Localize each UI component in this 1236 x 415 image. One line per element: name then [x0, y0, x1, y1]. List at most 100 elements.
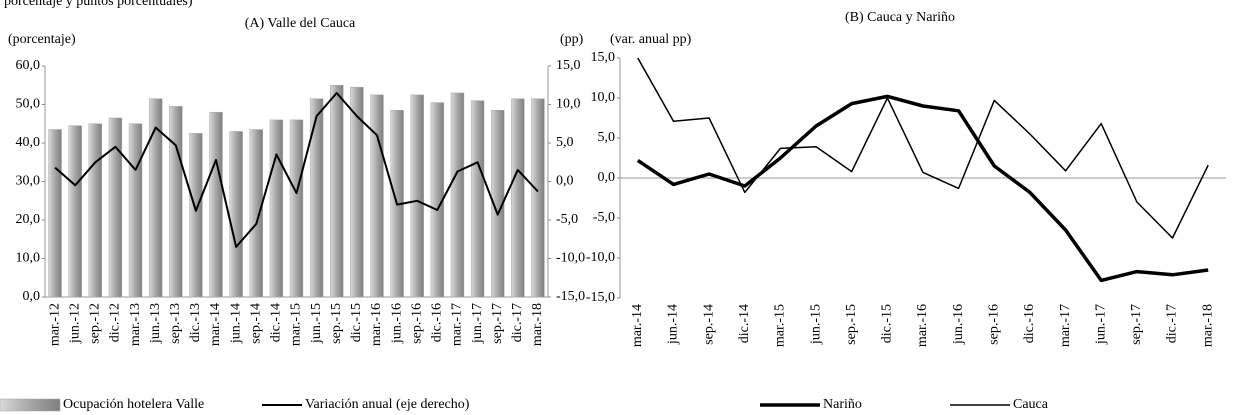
bar	[370, 94, 384, 298]
x-tick-label: dic.-17	[510, 303, 525, 342]
bar	[48, 129, 62, 298]
x-tick-label: sep.-13	[168, 303, 183, 344]
x-tick-label: sep.-12	[88, 303, 103, 344]
x-tick-label: jun.-13	[148, 303, 163, 344]
x-tick-label: dic.-15	[349, 303, 364, 342]
y2-tick-label: -5,0	[556, 212, 578, 227]
x-tick-label: jun.-17	[470, 303, 485, 344]
x-tick-label: mar.-18	[1200, 304, 1215, 347]
x-tick-label: mar.-14	[208, 303, 223, 346]
bar	[249, 129, 263, 298]
x-tick-label: mar.-12	[47, 303, 62, 346]
chart-title: (A) Valle del Cauca	[245, 16, 356, 31]
x-tick-label: sep.-15	[329, 303, 344, 344]
x-tick-label: dic.-14	[737, 304, 752, 343]
y-tick-label: 20,0	[16, 212, 41, 227]
bar	[350, 86, 364, 298]
legend-swatch	[0, 398, 61, 412]
x-tick-label: sep.-17	[1129, 304, 1144, 345]
series-line	[637, 57, 1209, 239]
bar	[410, 94, 424, 298]
y-tick-label: 0,0	[598, 170, 616, 185]
y-tick-label: 0,0	[23, 289, 41, 304]
page-note: porcentaje y puntos porcentuales)	[4, 0, 193, 9]
bar	[269, 119, 284, 298]
y-tick-label: 40,0	[16, 135, 41, 150]
bar	[309, 98, 324, 298]
bar	[531, 98, 545, 298]
series-line	[54, 92, 539, 248]
bar	[289, 119, 304, 298]
y-tick-label: 50,0	[16, 97, 41, 112]
bar	[450, 92, 465, 298]
x-tick-label: dic.-12	[108, 303, 123, 342]
chart-title: (B) Cauca y Nariño	[845, 10, 955, 25]
bar	[108, 117, 123, 298]
x-tick-label: mar.-16	[915, 304, 930, 347]
y2-tick-label: 0,0	[556, 174, 574, 189]
y2-tick-label: 10,0	[556, 97, 581, 112]
x-tick-label: dic.-15	[880, 304, 895, 343]
bar	[148, 98, 163, 298]
x-tick-label: dic.-17	[1165, 304, 1180, 343]
x-tick-label: sep.-14	[248, 303, 263, 344]
x-tick-label: mar.-15	[773, 304, 788, 347]
bar	[229, 131, 243, 298]
x-tick-label: mar.-18	[530, 303, 545, 346]
legend-label: Ocupación hotelera Valle	[63, 397, 204, 412]
x-tick-label: mar.-14	[630, 304, 645, 347]
y2-axis-label: (pp)	[560, 32, 584, 47]
y-tick-label: 5,0	[598, 130, 616, 145]
y-tick-label: -15,0	[586, 290, 615, 305]
x-tick-label: dic.-13	[188, 303, 203, 342]
x-tick-label: jun.-16	[389, 303, 404, 344]
bar	[189, 133, 203, 298]
x-tick-label: mar.-15	[289, 303, 304, 346]
y-axis-label: (var. anual pp)	[610, 32, 692, 47]
y-tick-label: 10,0	[16, 251, 41, 266]
x-tick-label: jun.-14	[666, 304, 681, 345]
x-tick-label: jun.-17	[1093, 304, 1108, 345]
x-tick-label: sep.-16	[409, 303, 424, 344]
x-tick-label: jun.-12	[67, 303, 82, 344]
x-tick-label: jun.-14	[228, 303, 243, 344]
y2-tick-label: -10,0	[556, 251, 585, 266]
x-tick-label: sep.-16	[987, 304, 1002, 345]
legend-label: Cauca	[1013, 397, 1049, 412]
bar	[88, 123, 102, 298]
bar	[209, 111, 223, 298]
y-tick-label: 10,0	[591, 90, 616, 105]
legend-label: Nariño	[823, 397, 862, 412]
x-tick-label: jun.-15	[309, 303, 324, 344]
bar	[330, 85, 344, 298]
x-tick-label: sep.-17	[490, 303, 505, 344]
x-tick-label: jun.-16	[951, 304, 966, 345]
x-tick-label: mar.-13	[128, 303, 143, 346]
y-tick-label: -10,0	[586, 250, 615, 265]
y-tick-label: -5,0	[593, 210, 615, 225]
x-tick-label: sep.-14	[701, 304, 716, 345]
x-tick-label: jun.-15	[808, 304, 823, 345]
x-tick-label: dic.-16	[430, 303, 445, 342]
x-tick-label: sep.-15	[844, 304, 859, 345]
x-tick-label: dic.-14	[269, 303, 284, 342]
y2-tick-label: 5,0	[556, 135, 574, 150]
bar	[511, 98, 525, 298]
bar	[169, 106, 183, 298]
y2-tick-label: 15,0	[556, 58, 581, 73]
y-axis-label: (porcentaje)	[8, 32, 76, 47]
bar	[128, 123, 143, 298]
y-tick-label: 15,0	[591, 50, 616, 65]
y2-tick-label: -15,0	[556, 289, 585, 304]
legend-label: Variación anual (eje derecho)	[305, 397, 470, 412]
x-tick-label: mar.-17	[1058, 304, 1073, 347]
x-tick-label: mar.-16	[369, 303, 384, 346]
y-tick-label: 30,0	[16, 174, 41, 189]
bar	[470, 100, 485, 298]
x-tick-label: mar.-17	[450, 303, 465, 346]
series-line	[636, 94, 1209, 283]
bar	[491, 110, 505, 298]
y-tick-label: 60,0	[16, 58, 41, 73]
bar	[68, 125, 82, 298]
